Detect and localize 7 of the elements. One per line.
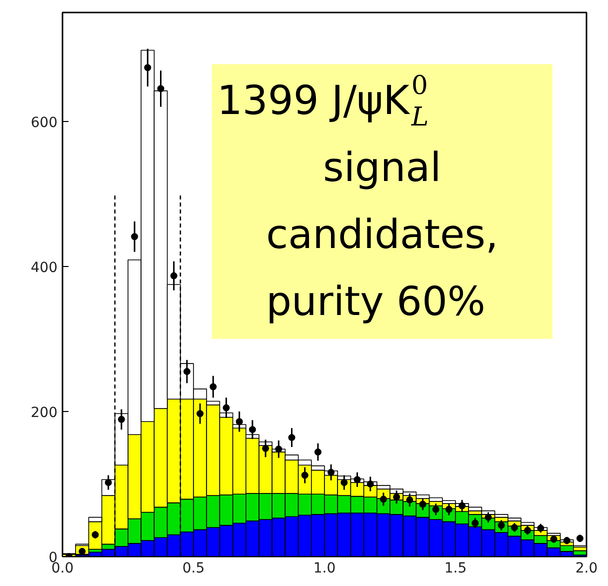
x-tick-label: 1.0 bbox=[313, 560, 336, 576]
y-tick-label: 200 bbox=[30, 404, 58, 421]
x-tick-label: 2.0 bbox=[575, 560, 598, 576]
x-tick-label: 1.5 bbox=[444, 560, 467, 576]
y-tick-label: 600 bbox=[30, 114, 58, 131]
y-tick-label: 400 bbox=[30, 260, 58, 276]
x-tick-label: 0.5 bbox=[182, 560, 205, 576]
